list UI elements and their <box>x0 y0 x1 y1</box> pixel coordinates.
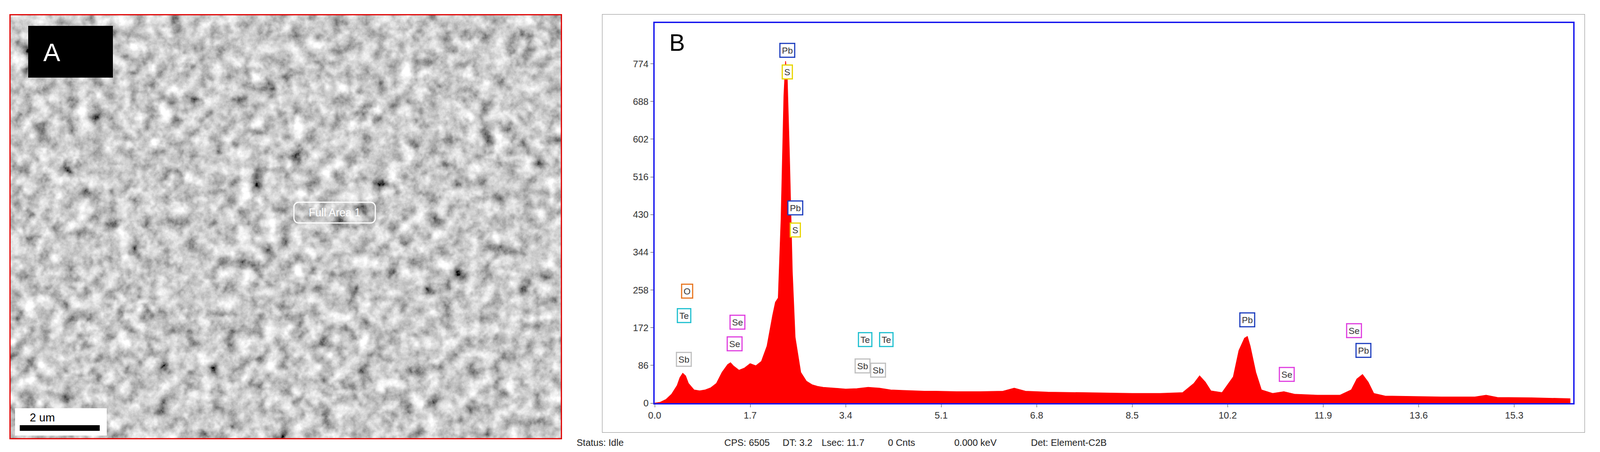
svg-text:516: 516 <box>633 171 649 183</box>
svg-text:Te: Te <box>881 334 892 345</box>
svg-text:O: O <box>683 286 691 297</box>
html-text:0.000 keV: 0.000 keV <box>954 437 997 448</box>
svg-text:258: 258 <box>633 285 649 296</box>
svg-text:S: S <box>784 67 791 78</box>
svg-text:3.4: 3.4 <box>839 410 853 421</box>
svg-text:Se: Se <box>732 317 744 328</box>
svg-text:S: S <box>792 225 799 236</box>
svg-text:8.5: 8.5 <box>1125 410 1139 421</box>
svg-text:13.6: 13.6 <box>1409 410 1428 421</box>
svg-text:Pb: Pb <box>1358 345 1370 356</box>
html-text:Status: Idle: Status: Idle <box>576 437 624 448</box>
svg-text:Pb: Pb <box>790 203 801 214</box>
svg-text:Sb: Sb <box>872 365 884 376</box>
svg-text:688: 688 <box>633 96 649 107</box>
svg-text:11.9: 11.9 <box>1314 410 1332 421</box>
svg-text:Se: Se <box>1348 325 1360 336</box>
svg-text:10.2: 10.2 <box>1218 410 1237 421</box>
svg-text:2 um: 2 um <box>29 411 55 424</box>
svg-text:Se: Se <box>729 339 741 349</box>
svg-text:Pb: Pb <box>1242 315 1253 325</box>
svg-text:A: A <box>43 38 61 67</box>
html-text:Lsec: 11.7: Lsec: 11.7 <box>821 437 865 448</box>
svg-text:Full Area 1: Full Area 1 <box>308 206 361 219</box>
svg-text:Pb: Pb <box>782 45 793 56</box>
svg-text:774: 774 <box>633 58 649 70</box>
svg-text:B: B <box>669 29 685 56</box>
svg-text:0.0: 0.0 <box>648 410 662 421</box>
html-text:Det: Element-C2B: Det: Element-C2B <box>1030 437 1107 448</box>
svg-text:Se: Se <box>1281 369 1293 380</box>
svg-text:Te: Te <box>679 310 690 321</box>
svg-text:172: 172 <box>633 322 649 333</box>
html-text:0 Cnts: 0 Cnts <box>887 437 916 448</box>
svg-text:15.3: 15.3 <box>1504 410 1524 421</box>
html-text:DT: 3.2: DT: 3.2 <box>782 437 813 448</box>
html-text:CPS: 6505: CPS: 6505 <box>724 437 770 448</box>
svg-text:Te: Te <box>860 334 871 345</box>
svg-text:5.1: 5.1 <box>934 410 948 421</box>
svg-text:344: 344 <box>633 246 649 258</box>
svg-text:Sb: Sb <box>678 354 690 365</box>
svg-text:6.8: 6.8 <box>1029 410 1044 421</box>
svg-text:86: 86 <box>638 360 649 371</box>
svg-text:Sb: Sb <box>857 361 869 372</box>
svg-text:430: 430 <box>633 209 649 220</box>
svg-text:0: 0 <box>643 397 649 409</box>
svg-text:602: 602 <box>633 134 649 145</box>
svg-text:1.7: 1.7 <box>743 410 757 421</box>
